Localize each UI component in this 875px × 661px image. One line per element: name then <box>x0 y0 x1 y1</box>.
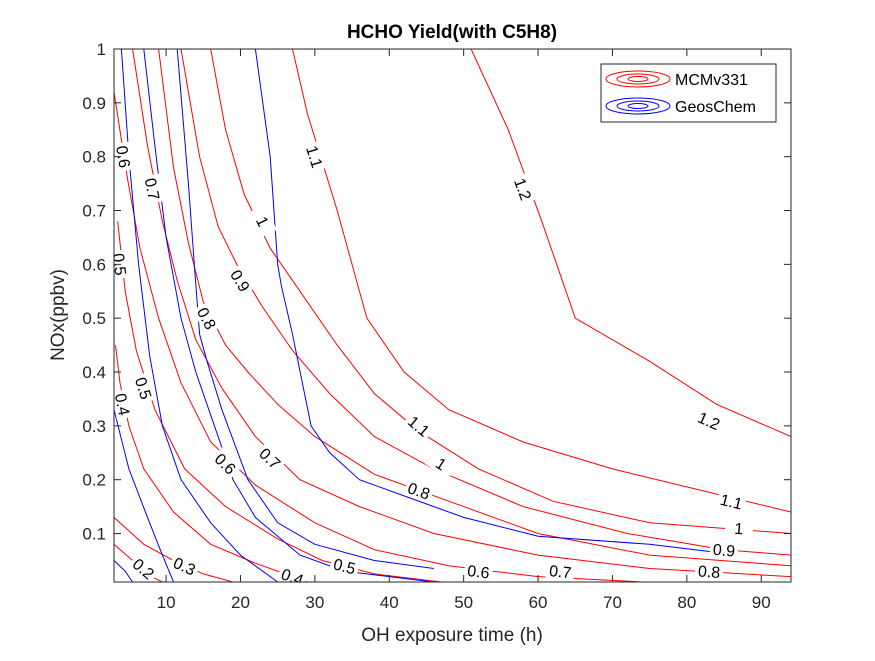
x-tick-label: 90 <box>752 593 771 612</box>
geoschem-contour-0-4 <box>120 49 278 582</box>
contour-label: 1.1 <box>718 492 744 514</box>
contour-label: 1 <box>734 521 744 539</box>
contour-label: 0.9 <box>712 542 736 561</box>
legend-entry-geoschem: GeosChem <box>605 97 756 116</box>
legend-label-mcmv331: MCMv331 <box>675 72 748 89</box>
contour-label-mask <box>724 518 754 539</box>
x-tick-label: 80 <box>677 593 696 612</box>
contour-label-mask <box>709 539 739 560</box>
y-tick-label: 0.8 <box>82 148 106 167</box>
contour-label: 0.7 <box>548 563 572 583</box>
contour-label: 1.1 <box>302 144 325 170</box>
contour-label-mask <box>114 388 135 420</box>
mcmv331-contour-1-2 <box>470 49 791 438</box>
contour-label-mask <box>402 409 436 442</box>
y-axis-label: NOx(ppbv) <box>48 269 69 361</box>
y-tick-label: 0.7 <box>82 202 106 221</box>
legend-label-geoschem: GeosChem <box>675 99 756 116</box>
contour-label: 0.6 <box>466 563 490 583</box>
contour-label-mask <box>424 448 459 479</box>
y-tick-label: 0.3 <box>82 417 106 436</box>
mcmv331-contour-1 <box>210 49 791 534</box>
contour-label-mask <box>509 172 537 206</box>
geoschem-contour-0-2 <box>114 560 134 582</box>
plot-area <box>114 49 791 582</box>
legend-box <box>600 63 777 123</box>
contour-label: 0.5 <box>131 375 154 401</box>
contour-label-mask <box>192 301 222 335</box>
mcmv331-contour-0-9 <box>180 49 791 556</box>
x-tick-label: 70 <box>603 593 622 612</box>
contour-label-mask <box>463 560 494 582</box>
mcmv331-contour-0-8 <box>158 49 791 567</box>
contour-label-mask <box>114 141 135 172</box>
y-tick-label: 0.4 <box>82 363 106 382</box>
contour-label-mask <box>141 173 165 205</box>
x-tick-label: 60 <box>529 593 548 612</box>
mcmv331-contour-0-7 <box>132 49 791 578</box>
contour-label-mask <box>225 263 256 298</box>
geoschem-contour-0-8 <box>254 49 732 556</box>
contour-label: 0.6 <box>112 145 132 170</box>
contour-label-mask <box>168 551 202 580</box>
y-axis: 0.10.20.30.40.50.60.70.80.91 <box>82 40 791 544</box>
contour-label: 0.8 <box>697 563 721 582</box>
contour-label-mask <box>248 204 278 238</box>
contour-label-mask <box>276 563 309 582</box>
y-tick-label: 0.5 <box>82 309 106 328</box>
contour-labels: 0.2 0.30.40.40.50.50.50.60.60.60.70.70.70… <box>109 140 754 583</box>
y-tick-label: 1 <box>97 40 106 59</box>
contour-label: 0.5 <box>109 253 128 277</box>
y-tick-label: 0.2 <box>82 471 106 490</box>
contour-label: 0.5 <box>331 556 357 578</box>
contour-label-mask <box>694 561 724 582</box>
x-tick-label: 10 <box>157 593 176 612</box>
contour-label: 0.4 <box>111 392 132 417</box>
geoschem-contours <box>114 49 732 582</box>
contour-label: 0.8 <box>405 480 432 504</box>
y-tick-label: 0.6 <box>82 255 106 274</box>
contour-label: 0.7 <box>141 177 162 202</box>
contour-label-mask <box>692 406 726 435</box>
plot-frame <box>113 48 792 583</box>
legend-swatch-geoschem <box>605 97 671 115</box>
geoschem-contour-0-8 <box>176 49 434 569</box>
legend-swatch-mcmv331 <box>605 70 671 88</box>
contour-label-mask <box>545 560 576 582</box>
contour-label-mask <box>209 447 242 480</box>
x-tick-label: 40 <box>380 593 399 612</box>
contour-label-mask <box>328 553 361 579</box>
x-axis-label: OH exposure time (h) <box>361 625 543 646</box>
x-tick-label: 20 <box>231 593 250 612</box>
contour-label-mask <box>253 442 287 475</box>
x-tick-label: 30 <box>305 593 324 612</box>
x-tick-label: 50 <box>454 593 473 612</box>
chart-title: HCHO Yield(with C5H8) <box>347 22 557 43</box>
y-tick-label: 0.1 <box>82 525 106 544</box>
x-axis: 10 20 30 40 50 60 70 80 90 <box>157 49 771 612</box>
contour-label-mask <box>302 140 328 173</box>
legend: MCMv331 GeosChem <box>600 63 777 123</box>
contour-label-mask <box>131 372 157 405</box>
legend-entry-mcmv331: MCMv331 <box>605 70 748 89</box>
geoschem-contour-0-5 <box>143 49 434 582</box>
contour-label-mask <box>715 489 748 514</box>
contour-label: 1.2 <box>510 176 534 203</box>
contour-label-mask <box>402 477 436 504</box>
geoschem-contour-0-3 <box>114 409 174 582</box>
contour-label-mask <box>127 552 161 582</box>
y-tick-label: 0.9 <box>82 94 106 113</box>
